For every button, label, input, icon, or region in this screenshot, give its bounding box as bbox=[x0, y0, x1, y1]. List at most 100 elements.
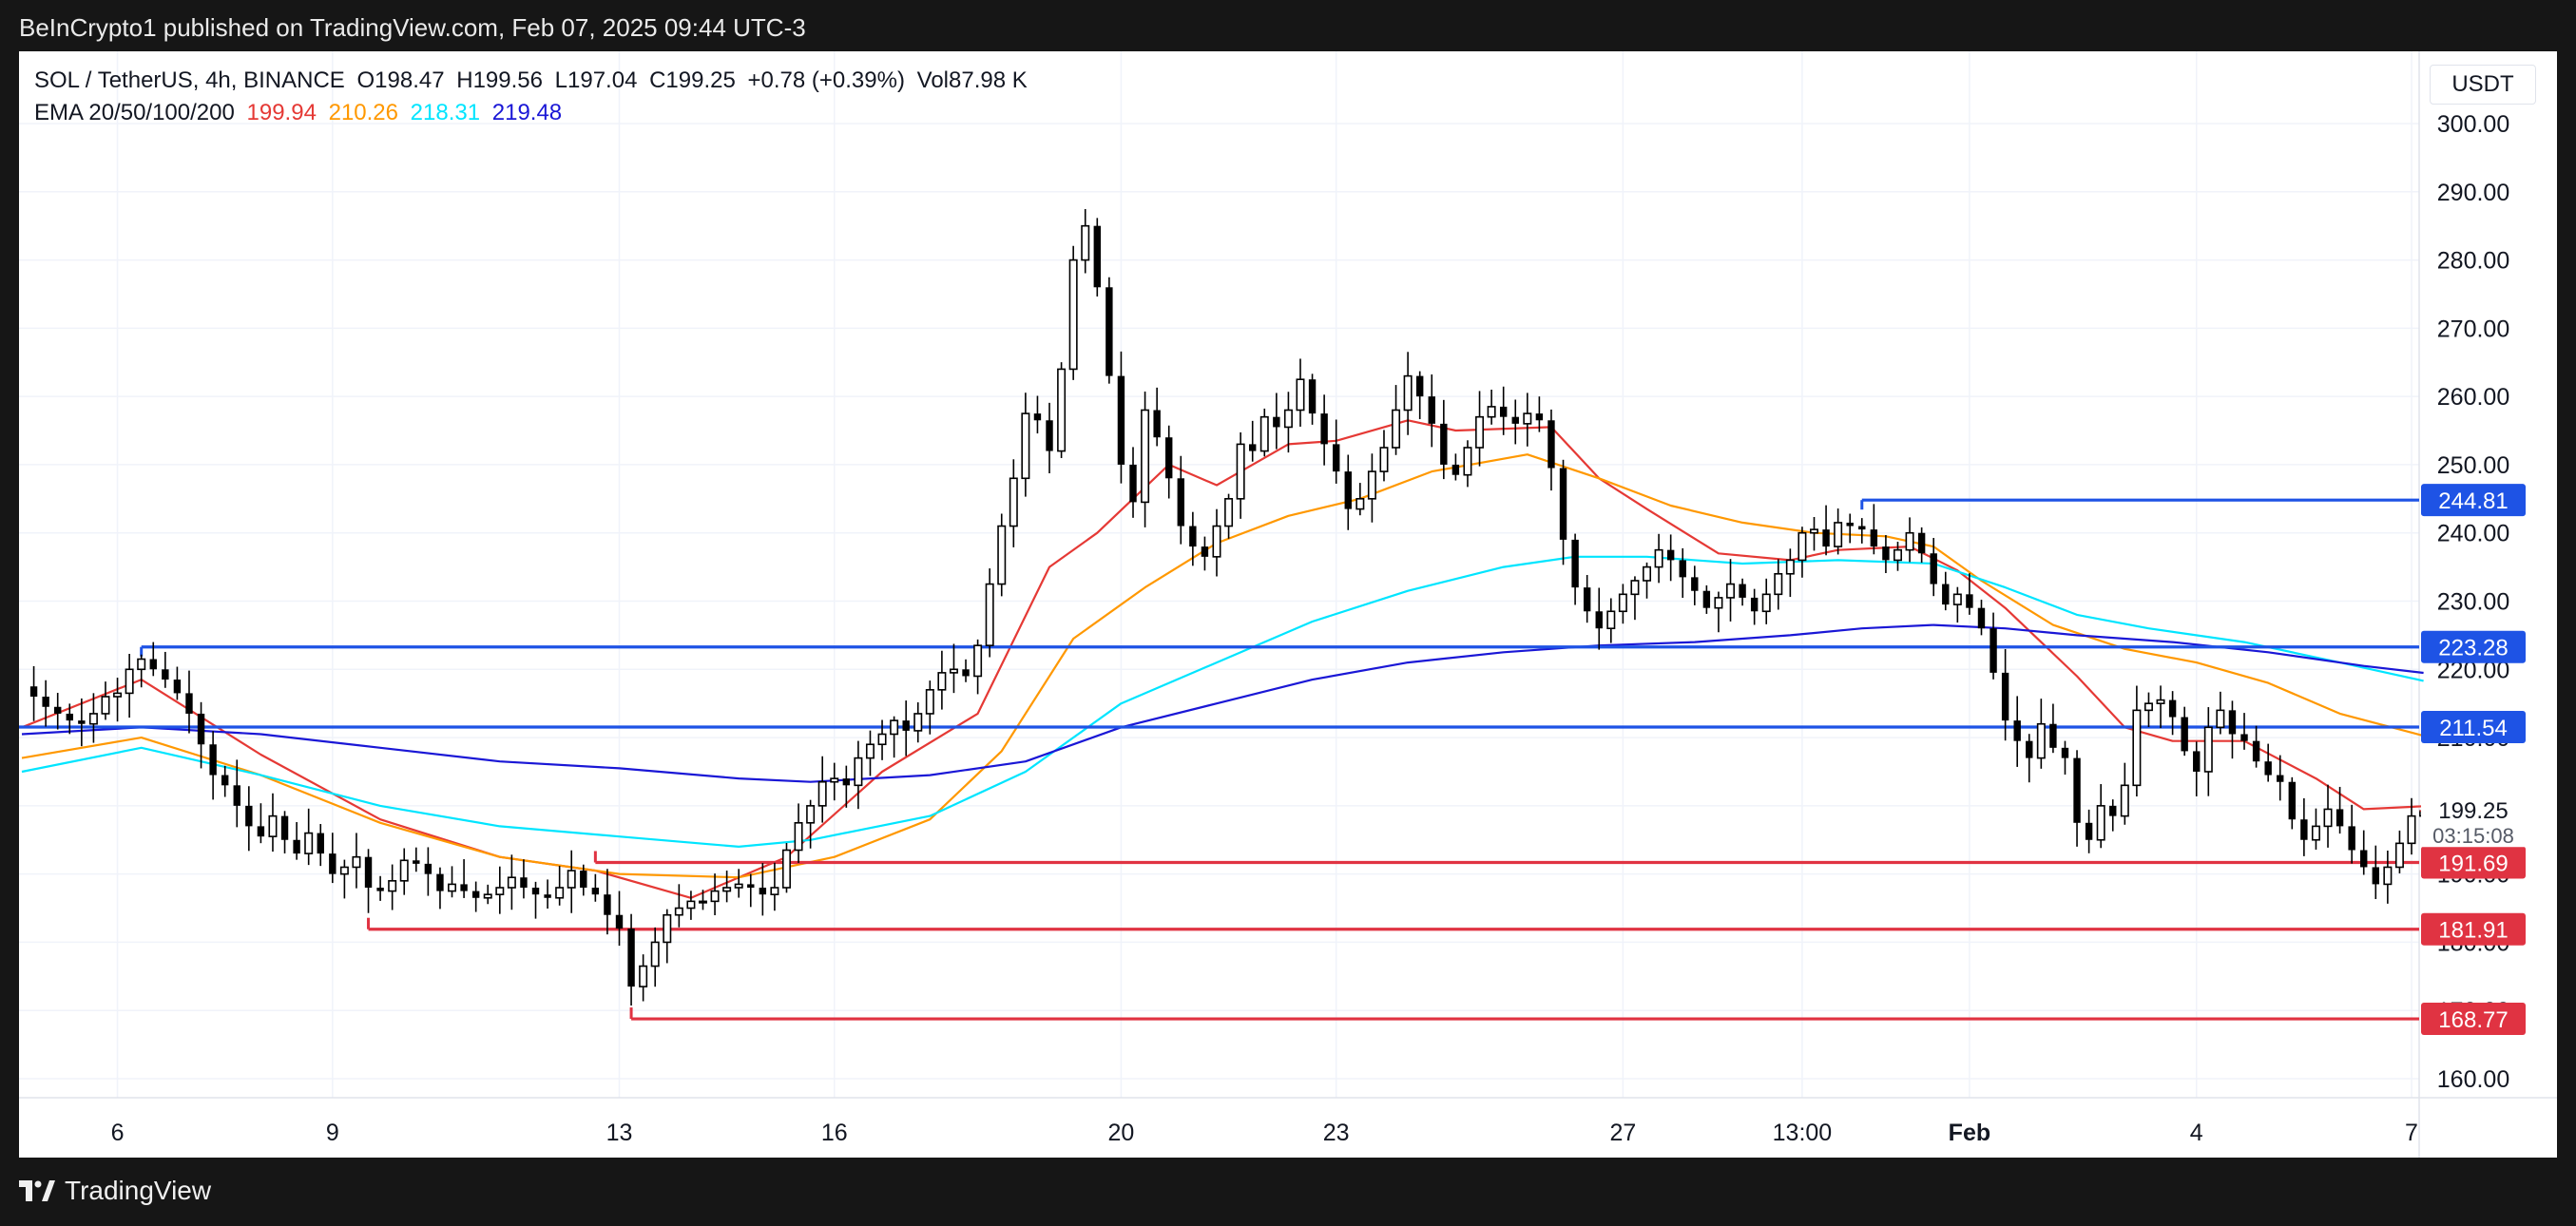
candle-down bbox=[78, 720, 86, 724]
candle-down bbox=[2264, 761, 2272, 776]
candle-down bbox=[1930, 553, 1937, 584]
price-tick-label: 290.00 bbox=[2437, 180, 2509, 206]
time-tick-label: 6 bbox=[111, 1120, 125, 1146]
candle-up bbox=[2407, 814, 2416, 845]
candle-down bbox=[2061, 747, 2069, 758]
candle-down bbox=[293, 839, 300, 854]
price-axis[interactable]: 300.00 290.00 280.00 270.00 260.00 250.00 240.… bbox=[2437, 111, 2509, 1093]
candle-up bbox=[1654, 548, 1663, 568]
tradingview-logo[interactable]: TradingView bbox=[19, 1176, 211, 1206]
price-tick-label: 260.00 bbox=[2437, 384, 2509, 411]
time-axis[interactable]: 6 9 13 16 20 23 27 13:00 Feb 4 7 bbox=[111, 1120, 2418, 1146]
candle-down bbox=[66, 713, 73, 721]
candle-up bbox=[2323, 808, 2333, 828]
time-tick-label: 13 bbox=[606, 1120, 633, 1146]
candle-down bbox=[2109, 805, 2117, 816]
candle-down bbox=[1499, 406, 1508, 417]
time-tick-label: 7 bbox=[2405, 1120, 2418, 1146]
candle-up bbox=[352, 855, 361, 869]
candle-down bbox=[2085, 822, 2093, 840]
candle-down bbox=[2336, 809, 2344, 827]
level-label-box bbox=[2421, 912, 2526, 946]
candle-down bbox=[1702, 590, 1711, 608]
candle-down bbox=[185, 693, 193, 714]
candle-down bbox=[1750, 597, 1759, 612]
candle-up bbox=[1392, 409, 1401, 449]
candle-up bbox=[2120, 784, 2129, 817]
change-value: +0.78 (+0.39%) bbox=[747, 67, 905, 93]
candle-up bbox=[890, 719, 899, 736]
level-lines bbox=[19, 498, 2419, 1021]
currency-button[interactable]: USDT bbox=[2430, 65, 2536, 105]
candle-down bbox=[1595, 611, 1603, 629]
candle-down bbox=[1977, 607, 1986, 629]
price-tick-label: 160.00 bbox=[2437, 1066, 2509, 1093]
candle-down bbox=[2372, 867, 2379, 885]
candle-up bbox=[101, 696, 110, 715]
candle-down bbox=[2181, 717, 2188, 752]
candle-down bbox=[2288, 781, 2296, 820]
candle-down bbox=[1333, 444, 1340, 472]
candle-down bbox=[376, 888, 384, 891]
time-tick-label: 4 bbox=[2190, 1120, 2203, 1146]
high-value: H199.56 bbox=[456, 67, 543, 93]
ema-label[interactable]: EMA 20/50/100/200 bbox=[34, 100, 235, 125]
time-tick-label: Feb bbox=[1949, 1120, 1990, 1146]
candle-down bbox=[54, 706, 62, 714]
candle-down bbox=[1344, 471, 1352, 509]
candle-up bbox=[1081, 224, 1090, 261]
level-label-box bbox=[2421, 1003, 2526, 1036]
candle-up bbox=[1236, 443, 1245, 500]
candle-down bbox=[627, 929, 635, 987]
candle-up bbox=[1952, 593, 1962, 605]
candle-down bbox=[747, 884, 755, 888]
symbol-label[interactable]: SOL / TetherUS, 4h, BINANCE bbox=[34, 67, 345, 93]
price-tick-label: 250.00 bbox=[2437, 452, 2509, 479]
level-label-box bbox=[2421, 711, 2526, 744]
candle-up bbox=[448, 883, 457, 892]
candle-up bbox=[268, 814, 278, 837]
candle-down bbox=[413, 860, 420, 864]
candle-up bbox=[1068, 259, 1078, 371]
candle-down bbox=[1308, 379, 1317, 414]
candle-down bbox=[759, 888, 767, 895]
candle-up bbox=[1355, 498, 1365, 510]
candle-down bbox=[1273, 416, 1280, 428]
candle-down bbox=[2277, 775, 2284, 782]
candle-down bbox=[317, 833, 324, 854]
candle-down bbox=[580, 871, 587, 888]
candle-up bbox=[113, 692, 123, 698]
candle-up bbox=[1774, 572, 1783, 596]
candle-down bbox=[2193, 751, 2201, 772]
current-price-label: 199.25 bbox=[2438, 798, 2508, 824]
level-label-box bbox=[2421, 630, 2526, 663]
time-tick-label: 16 bbox=[821, 1120, 848, 1146]
candle-up bbox=[830, 777, 839, 783]
candle-down bbox=[962, 669, 970, 677]
candle-up bbox=[1810, 528, 1819, 534]
candle-down bbox=[29, 686, 38, 697]
candle-down bbox=[531, 888, 540, 895]
candle-up bbox=[2311, 825, 2320, 841]
candle-down bbox=[149, 659, 157, 670]
price-tick-label: 240.00 bbox=[2437, 521, 2509, 547]
tradingview-logo-icon bbox=[19, 1180, 55, 1201]
candle-up bbox=[2216, 709, 2225, 729]
candle-down bbox=[329, 853, 336, 874]
close-value: C199.25 bbox=[649, 67, 736, 93]
candle-down bbox=[1846, 522, 1854, 527]
candle-down bbox=[1415, 375, 1424, 397]
candle-up bbox=[806, 805, 816, 824]
candle-down bbox=[162, 669, 169, 680]
candle-down bbox=[1548, 420, 1555, 469]
candle-up bbox=[1021, 412, 1030, 480]
current-price-box bbox=[2421, 794, 2526, 848]
candle-down bbox=[1858, 526, 1866, 530]
ema200-value: 219.48 bbox=[491, 100, 563, 125]
candle-down bbox=[280, 815, 289, 840]
candle-up bbox=[125, 668, 134, 695]
candle-down bbox=[436, 873, 444, 891]
chart-panel[interactable] bbox=[19, 51, 2557, 1158]
candle-down bbox=[257, 826, 265, 837]
